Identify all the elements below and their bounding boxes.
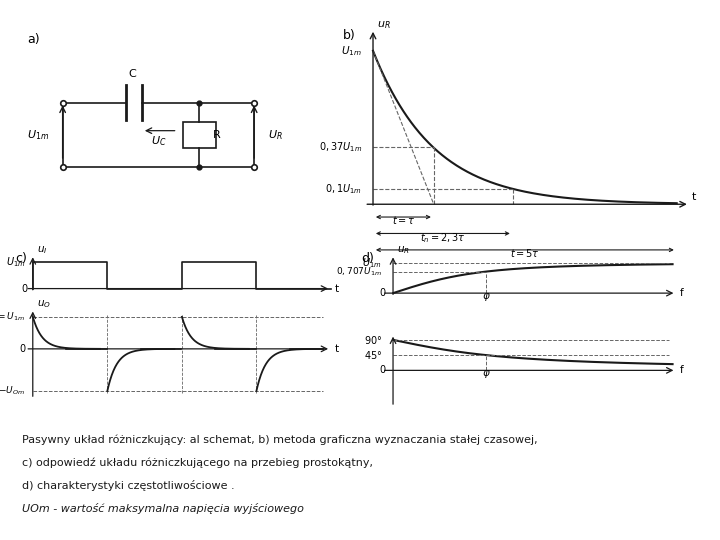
Text: C: C xyxy=(129,69,136,79)
Text: $\varphi$: $\varphi$ xyxy=(482,291,490,303)
Text: $90°$: $90°$ xyxy=(364,334,382,346)
Text: 0: 0 xyxy=(379,366,386,375)
Text: $U_{1m}$: $U_{1m}$ xyxy=(362,256,382,269)
Text: $U_{1m}$: $U_{1m}$ xyxy=(341,44,362,58)
Text: $U_{Om}=U_{1m}$: $U_{Om}=U_{1m}$ xyxy=(0,310,25,323)
Text: $u_O$: $u_O$ xyxy=(37,299,50,310)
Text: c) odpowiedź układu różniczkującego na przebieg prostokątny,: c) odpowiedź układu różniczkującego na p… xyxy=(22,457,373,468)
Text: c): c) xyxy=(15,252,27,265)
Text: R: R xyxy=(213,130,221,140)
Text: $U_R$: $U_R$ xyxy=(268,128,283,142)
Text: a): a) xyxy=(27,33,40,46)
Text: $U_C$: $U_C$ xyxy=(150,134,166,149)
Text: $0,707U_{1m}$: $0,707U_{1m}$ xyxy=(336,266,382,278)
Text: $t=5\tau$: $t=5\tau$ xyxy=(510,247,540,259)
Text: $0,37U_{1m}$: $0,37U_{1m}$ xyxy=(319,140,362,154)
Text: $U_{1m}$: $U_{1m}$ xyxy=(6,255,25,269)
Text: $u_R$: $u_R$ xyxy=(377,19,391,31)
Text: f: f xyxy=(680,366,684,375)
Text: 0: 0 xyxy=(19,344,25,354)
Text: t: t xyxy=(692,192,696,202)
Text: $u_I$: $u_I$ xyxy=(37,245,47,256)
Text: $-U_{Om}$: $-U_{Om}$ xyxy=(0,385,25,397)
Text: $0,1U_{1m}$: $0,1U_{1m}$ xyxy=(325,182,362,196)
Text: d) charakterystyki częstotliwościowe .: d) charakterystyki częstotliwościowe . xyxy=(22,480,234,491)
Text: d): d) xyxy=(361,252,374,265)
Text: $U_{1m}$: $U_{1m}$ xyxy=(27,128,49,142)
Text: f: f xyxy=(680,288,684,298)
Text: 0: 0 xyxy=(21,284,27,294)
Text: UOm - wartość maksymalna napięcia wyjściowego: UOm - wartość maksymalna napięcia wyjści… xyxy=(22,503,303,514)
Text: Pasywny układ różniczkujący: al schemat, b) metoda graficzna wyznaczania stałej : Pasywny układ różniczkujący: al schemat,… xyxy=(22,435,537,445)
Text: $\varphi$: $\varphi$ xyxy=(482,368,490,381)
Bar xyxy=(183,122,216,148)
Text: 0: 0 xyxy=(379,288,386,298)
Text: t: t xyxy=(335,344,339,354)
Text: b): b) xyxy=(343,29,356,42)
Text: $t=\tau$: $t=\tau$ xyxy=(392,214,415,226)
Text: $t_n=2,3\tau$: $t_n=2,3\tau$ xyxy=(420,231,466,245)
Text: t: t xyxy=(335,284,339,294)
Text: $u_R$: $u_R$ xyxy=(397,245,410,256)
Text: $45°$: $45°$ xyxy=(364,349,382,361)
